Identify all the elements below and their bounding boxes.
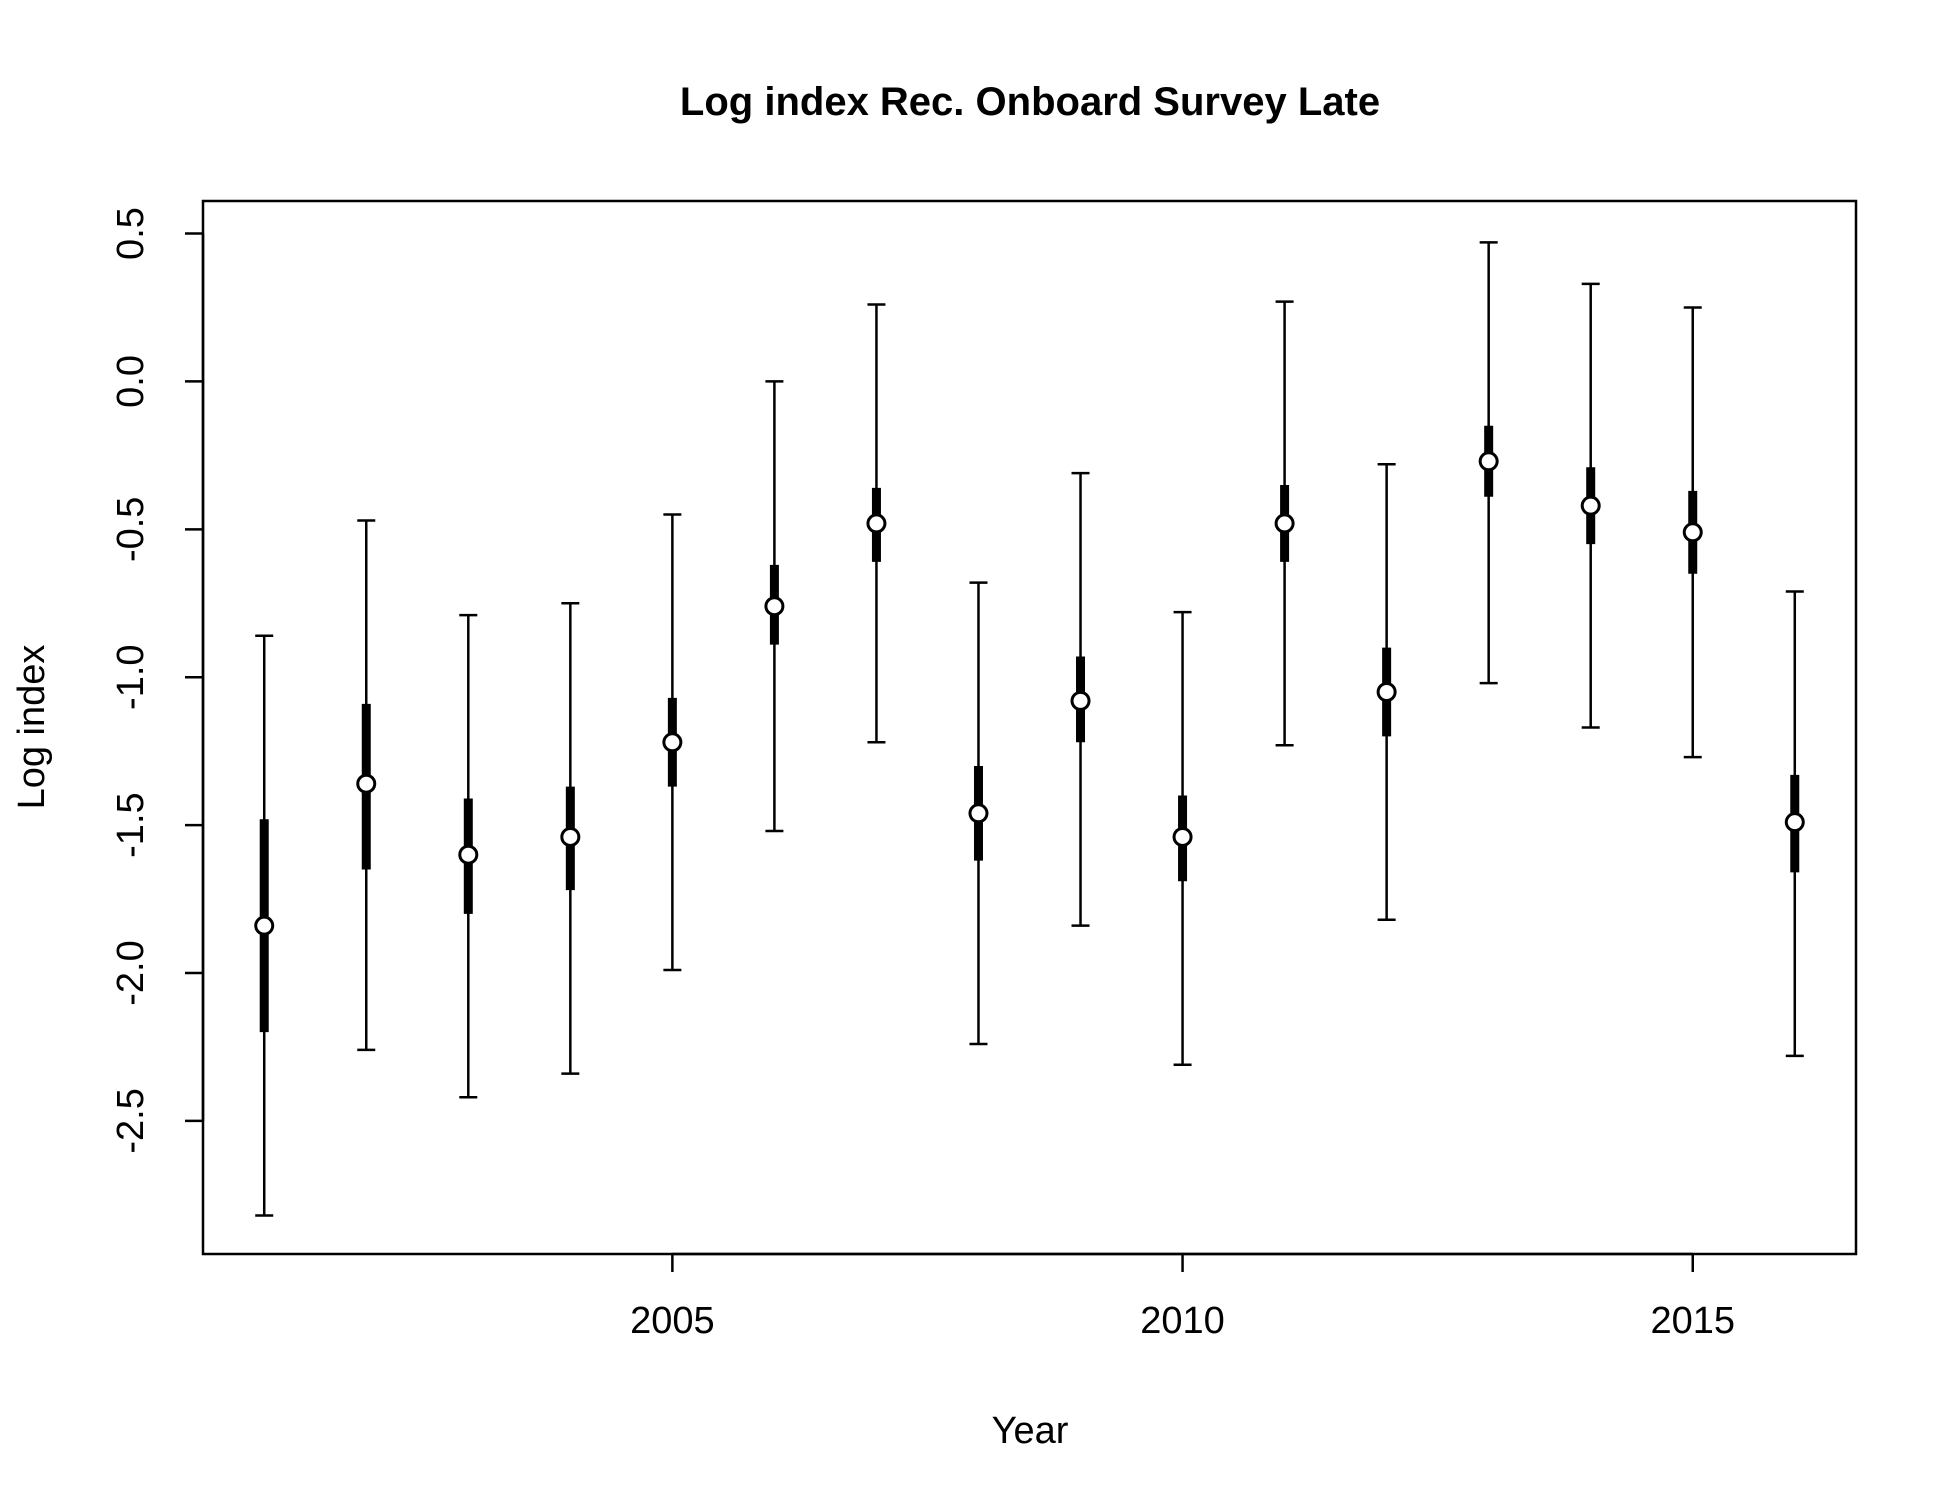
data-point-group (1784, 590, 1805, 1058)
y-axis-label: Log index (11, 645, 53, 810)
data-point-group (764, 380, 785, 833)
data-point-group (458, 613, 479, 1099)
data-point (1274, 513, 1295, 534)
data-point (254, 915, 275, 936)
data-point-group (1274, 300, 1295, 747)
x-axis: 2005 2010 2015 (630, 1252, 1735, 1342)
y-tick-label: -2.0 (110, 940, 152, 1005)
data-point (356, 773, 377, 794)
data-point (1784, 812, 1805, 833)
data-point (458, 844, 479, 865)
data-point (1580, 495, 1601, 516)
data-point (662, 732, 683, 753)
y-axis: -2.5 -2.0 -1.5 -1.0 -0.5 0.0 0.5 (110, 207, 205, 1154)
data-point-group (1580, 282, 1601, 729)
plot-frame (201, 199, 1858, 1256)
x-tick-label: 2005 (630, 1300, 715, 1342)
data-point (560, 826, 581, 847)
data-point-group (254, 634, 275, 1217)
y-tick-label: -2.5 (110, 1088, 152, 1153)
data-marks (254, 241, 1805, 1217)
data-point-group (1070, 471, 1091, 927)
data-point (1478, 451, 1499, 472)
x-axis-label: Year (992, 1410, 1069, 1452)
data-point-group (560, 602, 581, 1075)
x-tick-label: 2010 (1140, 1300, 1225, 1342)
data-point-group (356, 519, 377, 1052)
data-point (968, 803, 989, 824)
data-point-group (1172, 610, 1193, 1066)
data-point (1070, 690, 1091, 711)
data-point (1172, 826, 1193, 847)
y-tick-label: 0.5 (110, 207, 152, 260)
x-tick-label: 2015 (1650, 1300, 1735, 1342)
y-tick-label: -0.5 (110, 497, 152, 562)
data-point-group (1478, 241, 1499, 685)
data-point-group (1682, 306, 1703, 759)
data-point-group (968, 581, 989, 1046)
y-tick-label: -1.0 (110, 644, 152, 709)
y-tick-label: -1.5 (110, 792, 152, 857)
y-tick-label: 0.0 (110, 355, 152, 408)
data-point (866, 513, 887, 534)
data-point (1376, 682, 1397, 703)
data-point (764, 596, 785, 617)
data-point-group (1376, 463, 1397, 922)
data-point-group (662, 513, 683, 972)
data-point-group (866, 303, 887, 744)
chart-title: Log index Rec. Onboard Survey Late (680, 80, 1380, 124)
data-point (1682, 522, 1703, 543)
